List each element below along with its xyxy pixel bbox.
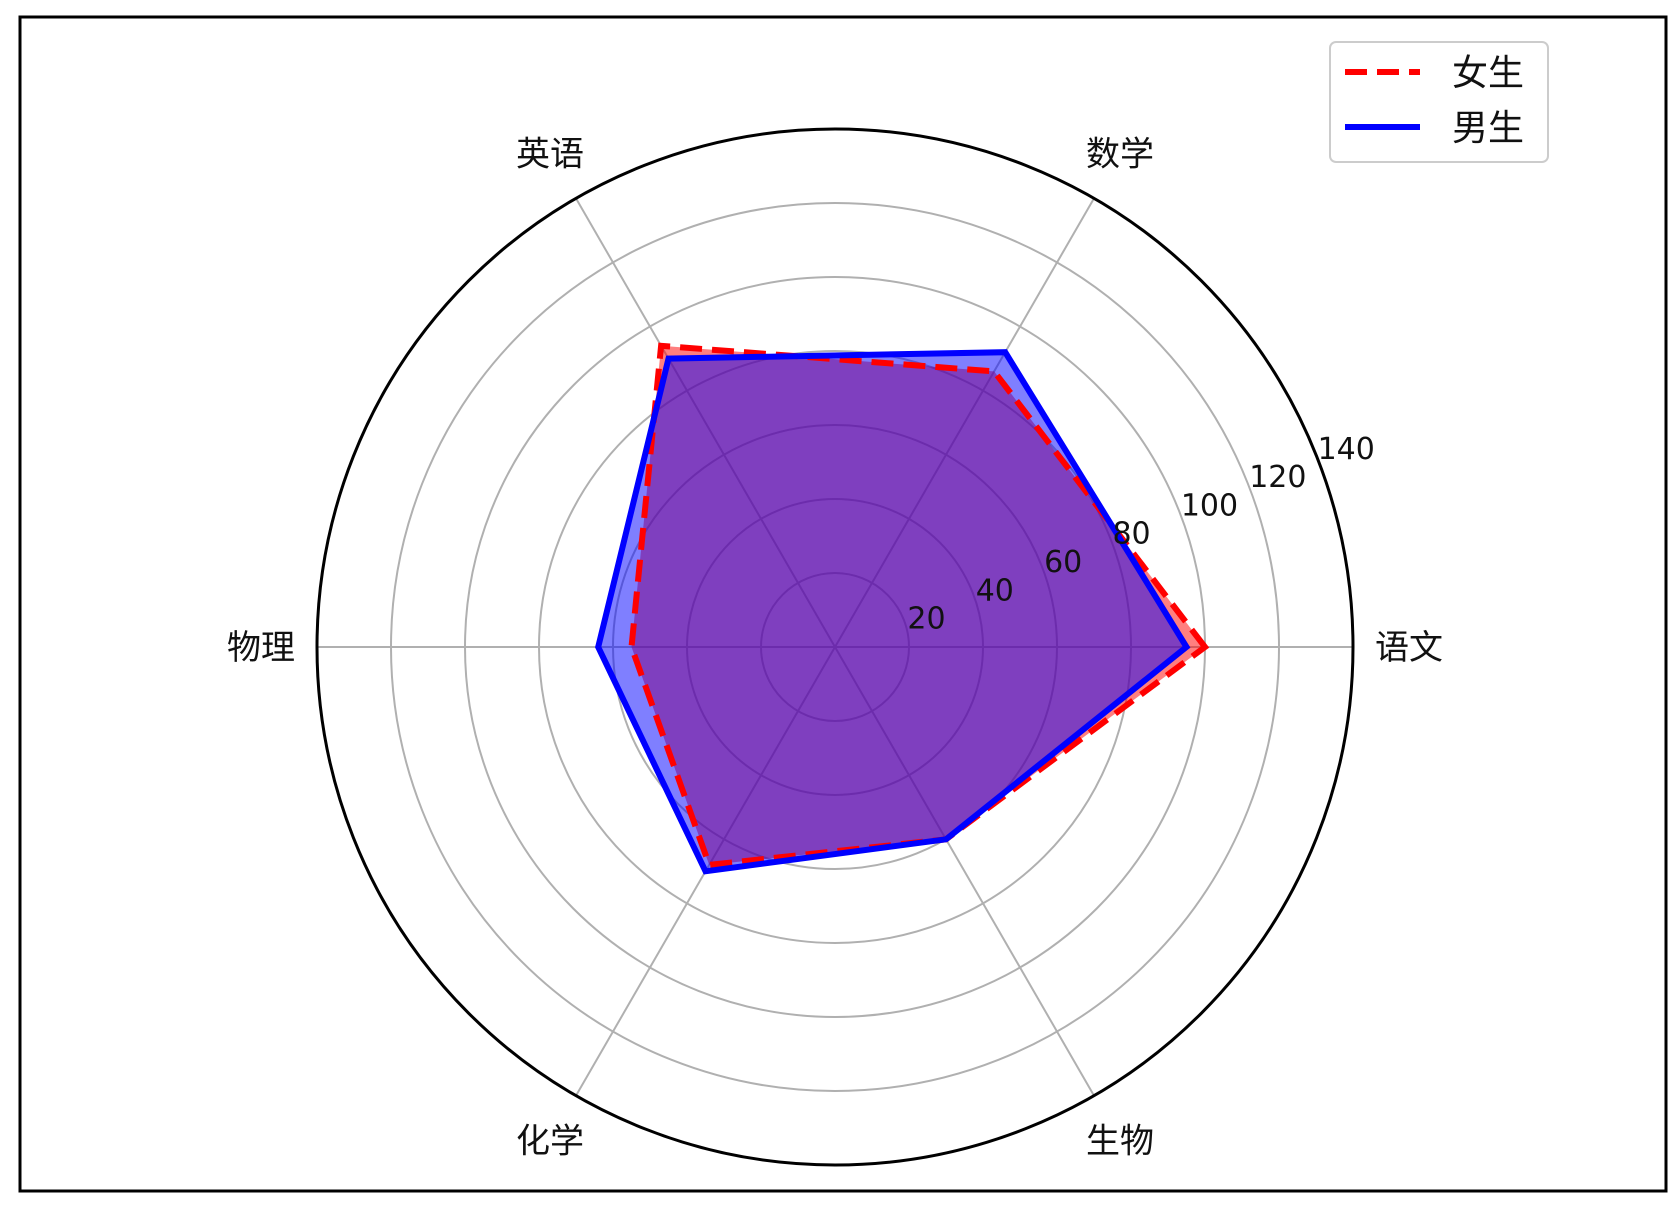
radial-tick-labels: 20 40 60 80 100 120 140 (907, 432, 1374, 637)
category-label-物理: 物理 (227, 628, 295, 668)
r-tick-label-60: 60 (1044, 545, 1082, 580)
outer-frame (315, 127, 1355, 1167)
r-tick-label-100: 100 (1181, 488, 1238, 523)
legend-label-女生: 女生 (1452, 53, 1524, 94)
r-tick-label-40: 40 (976, 573, 1014, 608)
r-tick-label-80: 80 (1112, 517, 1150, 552)
r-tick-label-20: 20 (907, 602, 945, 637)
category-label-英语: 英语 (516, 134, 584, 174)
r-tick-label-120: 120 (1249, 460, 1306, 495)
category-label-语文: 语文 (1375, 628, 1443, 668)
series-fill-男生 (598, 352, 1187, 872)
legend-label-男生: 男生 (1452, 108, 1524, 149)
r-tick-label-140: 140 (1318, 432, 1375, 467)
series-layer (595, 342, 1210, 875)
category-label-生物: 生物 (1086, 1122, 1154, 1162)
legend: 女生 男生 (1329, 41, 1549, 163)
axes-frame (18, 15, 1668, 1193)
outer-circle (315, 127, 1355, 1167)
category-label-化学: 化学 (516, 1122, 584, 1162)
category-label-数学: 数学 (1086, 134, 1154, 174)
